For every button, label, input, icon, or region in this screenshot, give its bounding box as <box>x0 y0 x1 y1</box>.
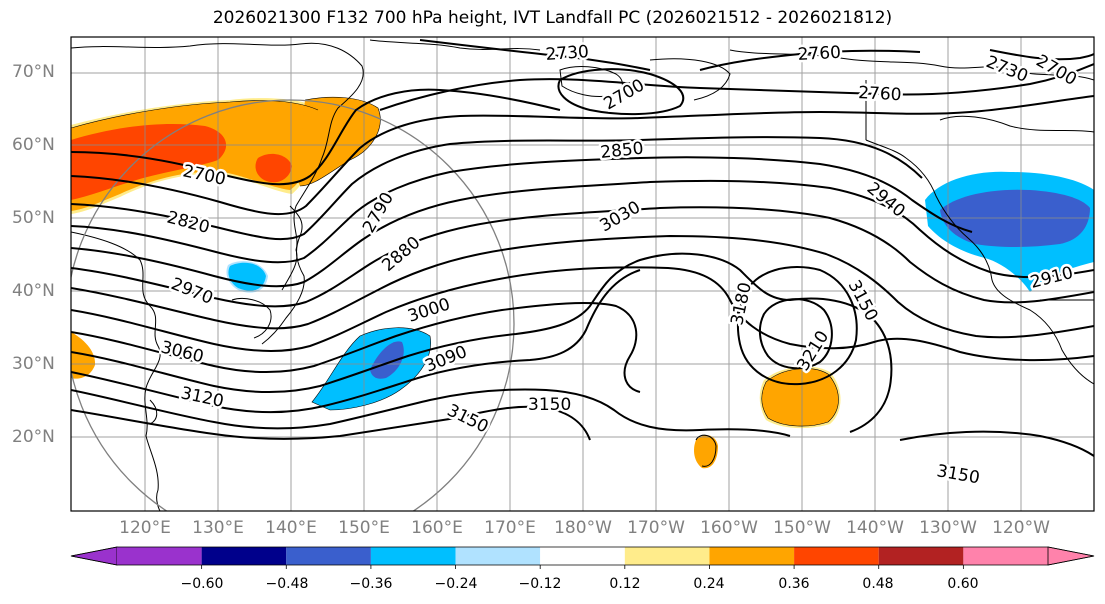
contour-3180-loop <box>736 266 858 386</box>
colorbar-extend-left <box>70 546 118 566</box>
contour-2820 <box>71 136 923 241</box>
colorbar-swatch <box>709 547 795 565</box>
ivt-blue-region-west <box>228 262 266 291</box>
colorbar-swatch <box>117 547 202 565</box>
contour-label: 2850 <box>599 139 644 163</box>
contour-label: 2760 <box>858 83 902 105</box>
colorbar-tick-label: −0.48 <box>265 576 309 592</box>
colorbar-swatch <box>963 547 1048 565</box>
lon-label: 160°E <box>411 518 463 538</box>
region-circle <box>71 99 515 511</box>
contour-2760-a <box>699 49 921 71</box>
colorbar <box>70 546 1095 569</box>
colorbar-tick-label: 0.60 <box>947 576 979 592</box>
graticule <box>71 37 1094 511</box>
colorbar-swatch <box>201 547 287 565</box>
contour-2700-loop <box>557 68 685 116</box>
colorbar-tick-label: 0.36 <box>778 576 810 592</box>
lon-label: 120°E <box>119 518 171 538</box>
contour-3000 <box>71 302 641 393</box>
map-frame <box>70 36 1095 512</box>
lat-label: 50°N <box>12 208 55 228</box>
contour-2790 <box>71 95 1094 216</box>
contour-2730-a <box>419 39 651 71</box>
lat-label: 70°N <box>12 62 55 82</box>
contour-3150-loop-a <box>455 405 591 441</box>
lon-label: 180°W <box>554 518 612 538</box>
colorbar-tick-label: 0.24 <box>693 576 725 592</box>
lon-label: 120°W <box>992 518 1050 538</box>
colorbar-tick-label: 0.12 <box>609 576 641 592</box>
lon-label: 130°E <box>192 518 244 538</box>
contour-3030 <box>71 252 893 433</box>
contour-label: 2730 <box>545 42 590 65</box>
colorbar-tick-label: −0.36 <box>349 576 393 592</box>
lon-label: 160°W <box>700 518 758 538</box>
lat-label: 20°N <box>12 427 55 447</box>
colorbar-tick-label: −0.12 <box>518 576 562 592</box>
contour-2970 <box>71 266 1094 362</box>
ivt-orange-region-left-edge <box>71 332 96 379</box>
contour-3210-loop <box>758 298 833 370</box>
lon-label: 130°W <box>919 518 977 538</box>
lon-label: 140°E <box>265 518 317 538</box>
colorbar-tick-label: 0.48 <box>862 576 894 592</box>
lat-label: 60°N <box>12 135 55 155</box>
colorbar-tick-label: −0.24 <box>434 576 478 592</box>
contour-3090 <box>71 388 791 437</box>
ivt-red-region-nw <box>71 123 227 200</box>
contour-label: 3150 <box>528 395 571 415</box>
colorbar-tick-label: −0.60 <box>180 576 224 592</box>
lat-label: 40°N <box>12 281 55 301</box>
colorbar-swatch <box>286 547 371 565</box>
height-contours <box>71 39 1094 457</box>
colorbar-swatch <box>878 547 964 565</box>
colorbar-swatch <box>624 547 710 565</box>
ivt-region-outlines <box>71 96 839 427</box>
colorbar-swatch <box>540 547 625 565</box>
lon-label: 140°W <box>846 518 904 538</box>
lon-label: 150°W <box>773 518 831 538</box>
contour-2940 <box>71 234 1094 339</box>
coastlines <box>71 39 1094 511</box>
chart-title: 2026021300 F132 700 hPa height, IVT Land… <box>212 8 893 28</box>
contour-2730-ne <box>989 49 1094 61</box>
lon-label: 170°E <box>484 518 536 538</box>
lat-label: 30°N <box>12 354 55 374</box>
colorbar-swatch <box>370 547 456 565</box>
lon-label: 170°W <box>627 518 685 538</box>
contour-3150-south <box>899 430 1094 457</box>
colorbar-outline <box>70 546 1095 566</box>
contour-2850 <box>71 156 973 264</box>
contour-3060 <box>71 269 641 413</box>
ivt-darkblue-region-central <box>370 341 404 379</box>
colorbar-swatch <box>794 547 879 565</box>
colorbar-swatch <box>455 547 541 565</box>
ivt-red-region-small <box>255 153 292 183</box>
ivt-orange-region-south <box>694 435 718 469</box>
colorbar-extend-right <box>1047 546 1095 566</box>
contour-2700-nw <box>71 88 561 186</box>
lon-label: 150°E <box>338 518 390 538</box>
contour-2910 <box>71 206 1094 308</box>
contour-2880 <box>71 179 1094 288</box>
contour-2760-b <box>379 63 1094 111</box>
ivt-orange-region-okhotsk <box>296 97 381 186</box>
contour-label: 2760 <box>797 43 841 65</box>
contour-3120 <box>71 409 457 440</box>
